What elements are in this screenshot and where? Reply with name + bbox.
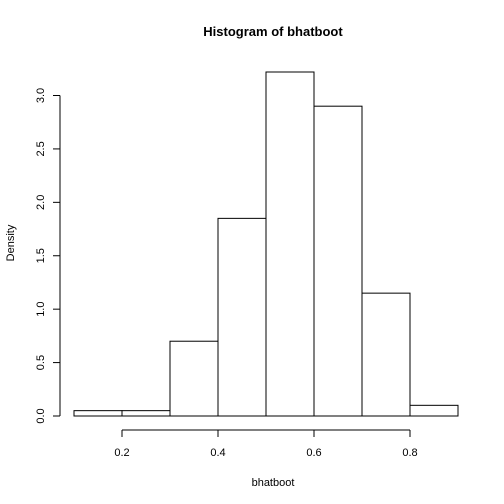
x-tick-label: 0.8 — [402, 447, 417, 459]
x-tick-label: 0.4 — [210, 447, 225, 459]
histogram-bar-1 — [121, 410, 171, 417]
y-axis: 0.0 0.5 1.0 1.5 2.0 2.5 3.0 — [35, 88, 61, 424]
chart-title: Histogram of bhatboot — [203, 24, 343, 39]
x-tick-label: 0.6 — [306, 447, 321, 459]
bars-group — [73, 71, 459, 417]
histogram-bar-3 — [217, 217, 267, 417]
y-axis-label: Density — [5, 224, 17, 261]
histogram-bar-2 — [169, 340, 219, 417]
y-tick-label: 1.0 — [35, 302, 47, 317]
x-axis: 0.2 0.4 0.6 0.8 — [114, 429, 418, 459]
x-axis-label: bhatboot — [252, 477, 295, 489]
histogram-bar-6 — [361, 292, 411, 417]
histogram-bar-7 — [409, 404, 459, 417]
y-tick-label: 0.0 — [35, 408, 47, 423]
y-tick-label: 0.5 — [35, 355, 47, 370]
y-tick-label: 2.5 — [35, 141, 47, 156]
histogram-bar-5 — [313, 105, 363, 417]
y-tick-label: 2.0 — [35, 195, 47, 210]
histogram-bar-0 — [73, 410, 123, 417]
x-tick-label: 0.2 — [114, 447, 129, 459]
y-tick-label: 3.0 — [35, 88, 47, 103]
y-tick-label: 1.5 — [35, 248, 47, 263]
histogram-bar-4 — [265, 71, 315, 417]
